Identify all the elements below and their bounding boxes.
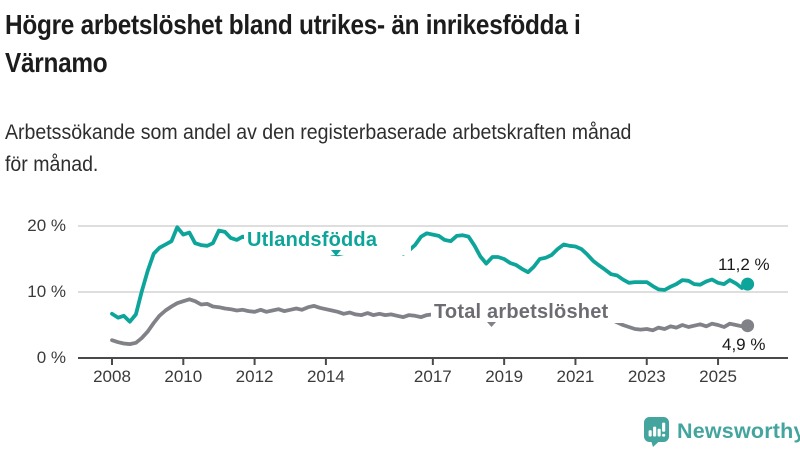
y-tick-label: 10 % bbox=[27, 282, 66, 301]
end-value-label-total: 4,9 % bbox=[722, 335, 766, 354]
series-end-dot-total bbox=[741, 319, 755, 333]
end-value-label-utlandsfodda: 11,2 % bbox=[718, 255, 770, 274]
label-caret-down-icon bbox=[331, 250, 341, 256]
newsworthy-logo[interactable]: Newsworthy bbox=[643, 416, 800, 447]
label-knockout bbox=[244, 229, 411, 255]
chart-subtitle: Arbetssökande som andel av den registerb… bbox=[5, 117, 800, 181]
chart-title-line-1: Högre arbetslöshet bland utrikes- än inr… bbox=[5, 9, 581, 40]
x-tick-label: 2023 bbox=[627, 367, 666, 386]
newsworthy-bar-chart-bubble-icon bbox=[644, 417, 669, 447]
label-knockout bbox=[431, 301, 627, 323]
x-tick-label: 2019 bbox=[485, 367, 524, 386]
x-tick-label: 2008 bbox=[93, 367, 131, 386]
x-tick-label: 2010 bbox=[164, 367, 203, 386]
series-label-utlandsfodda: Utlandsfödda bbox=[247, 229, 378, 251]
x-tick-label: 2017 bbox=[413, 367, 452, 386]
series-end-dot-utlandsfodda bbox=[741, 277, 755, 291]
y-tick-label: 20 % bbox=[27, 216, 66, 235]
series-label-total-arbetsloshet: Total arbetslöshet bbox=[434, 301, 609, 323]
chart-subtitle-line-1: Arbetssökande som andel av den registerb… bbox=[5, 121, 632, 144]
x-tick-label: 2014 bbox=[306, 367, 345, 386]
chart-title: Högre arbetslöshet bland utrikes- än inr… bbox=[5, 6, 792, 82]
x-tick-label: 2021 bbox=[556, 367, 595, 386]
series-line-utlandsfodda bbox=[110, 225, 750, 324]
x-tick-label: 2025 bbox=[699, 367, 737, 386]
newsworthy-wordmark: Newsworthy bbox=[677, 419, 800, 443]
y-tick-label: 0 % bbox=[36, 348, 66, 367]
label-caret-down-icon bbox=[487, 322, 496, 327]
x-tick-label: 2012 bbox=[235, 367, 274, 386]
chart-subtitle-line-2: för månad. bbox=[5, 153, 99, 176]
series-line-total bbox=[110, 297, 750, 347]
chart-title-line-2: Värnamo bbox=[5, 47, 108, 78]
